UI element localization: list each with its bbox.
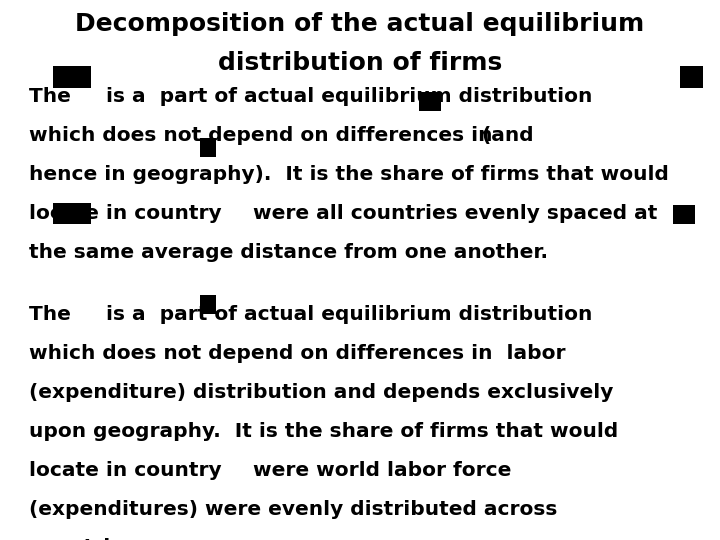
Text: is a  part of actual equilibrium distribution: is a part of actual equilibrium distribu… (106, 87, 593, 106)
Bar (673, 205, 695, 224)
Bar (53, 66, 91, 88)
Bar (419, 92, 441, 111)
Text: were world labor force: were world labor force (246, 461, 512, 480)
Bar (200, 295, 216, 314)
Text: (expenditure) distribution and depends exclusively: (expenditure) distribution and depends e… (29, 383, 613, 402)
Text: (expenditures) were evenly distributed across: (expenditures) were evenly distributed a… (29, 500, 557, 518)
Text: Decomposition of the actual equilibrium: Decomposition of the actual equilibrium (76, 12, 644, 36)
Bar (200, 138, 216, 157)
Text: The: The (29, 305, 78, 324)
Text: locate in country: locate in country (29, 204, 228, 223)
Text: hence in geography).  It is the share of firms that would: hence in geography). It is the share of … (29, 165, 669, 184)
Text: the same average distance from one another.: the same average distance from one anoth… (29, 243, 548, 262)
Bar (53, 202, 91, 224)
Text: The: The (29, 87, 78, 106)
Text: locate in country: locate in country (29, 461, 228, 480)
Text: upon geography.  It is the share of firms that would: upon geography. It is the share of firms… (29, 422, 618, 441)
Text: countries.: countries. (29, 538, 143, 540)
Bar (680, 66, 703, 88)
Text: were all countries evenly spaced at: were all countries evenly spaced at (246, 204, 657, 223)
Text: is a  part of actual equilibrium distribution: is a part of actual equilibrium distribu… (106, 305, 599, 324)
Text: distribution of firms: distribution of firms (218, 51, 502, 75)
Text: which does not depend on differences in  labor: which does not depend on differences in … (29, 344, 565, 363)
Text: (and: (and (475, 126, 534, 145)
Text: which does not depend on differences in: which does not depend on differences in (29, 126, 499, 145)
